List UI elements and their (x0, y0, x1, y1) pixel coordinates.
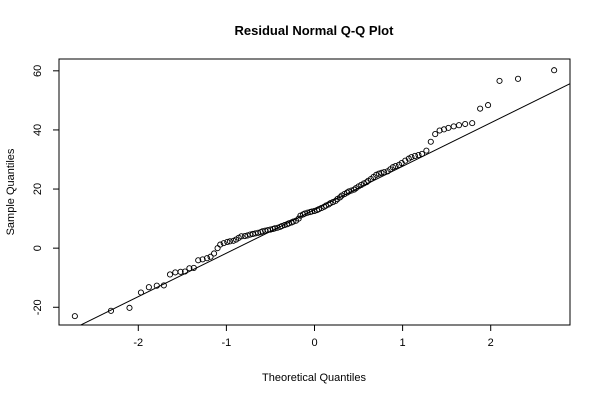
qq-data-point (166, 271, 174, 278)
x-tick-label: 0 (311, 337, 317, 349)
y-axis-label: Sample Quantiles (5, 148, 17, 235)
qq-data-point (378, 169, 385, 176)
qq-data-point (332, 197, 339, 204)
qq-data-point (244, 232, 251, 239)
y-tick-label: 0 (32, 245, 44, 251)
qq-data-point (160, 282, 167, 289)
qq-data-point (418, 150, 426, 157)
qq-data-point (107, 307, 115, 314)
qq-data-point (203, 255, 211, 262)
plot-frame (58, 58, 571, 326)
qq-data-point (375, 170, 382, 177)
qq-data-point (345, 188, 352, 195)
qq-data-point (190, 264, 197, 272)
qq-data-point (211, 250, 218, 257)
qq-data-point (226, 238, 233, 245)
qq-data-point (436, 127, 443, 134)
qq-data-point (485, 102, 492, 109)
x-tick-label: 2 (488, 337, 494, 349)
qq-data-point (450, 123, 457, 130)
qq-data-point (477, 105, 484, 112)
x-tick-label: -2 (133, 337, 143, 349)
qq-data-point (455, 122, 463, 129)
x-axis-label: Theoretical Quantiles (262, 372, 366, 384)
qq-data-point (224, 238, 231, 245)
qq-data-point (290, 218, 297, 225)
qq-data-point (363, 179, 370, 186)
qq-data-point (271, 225, 278, 232)
qq-data-point (181, 268, 189, 275)
qq-data-point (71, 313, 78, 320)
qq-data-point (415, 152, 422, 159)
y-tick-label: 40 (32, 124, 44, 136)
qq-data-point (195, 257, 202, 264)
qq-data-point (153, 282, 160, 289)
qq-data-point (199, 256, 206, 263)
qq-data-point (427, 138, 434, 145)
qq-data-point (207, 253, 214, 260)
y-tick-label: -20 (32, 299, 44, 315)
qq-data-point (445, 124, 452, 131)
qq-data-point (145, 284, 152, 291)
qq-data-point (220, 240, 227, 247)
qq-data-point (469, 120, 476, 127)
qq-data-point (267, 226, 274, 233)
qq-data-point (217, 241, 224, 248)
qq-data-point (496, 77, 503, 84)
x-tick-label: 1 (400, 337, 406, 349)
qq-data-point (514, 75, 522, 82)
qq-data-point (186, 265, 193, 272)
qq-data-point (172, 269, 179, 276)
qq-data-point (295, 215, 302, 222)
qq-data-point (408, 154, 415, 161)
qq-data-point (137, 289, 144, 296)
qq-data-point (351, 186, 358, 193)
qq-data-point (177, 268, 184, 275)
qq-data-point (238, 233, 245, 240)
x-tick-label: -1 (222, 337, 232, 349)
qq-data-point (308, 208, 315, 215)
qq-data-point (301, 210, 308, 217)
qq-data-point (432, 131, 439, 138)
qq-data-point (126, 304, 133, 311)
chart-title: Residual Normal Q-Q Plot (235, 23, 395, 38)
qq-data-point (411, 152, 418, 159)
axes-layer: -2 -1 0 1 2 -20 0 20 40 60 (32, 65, 494, 349)
qq-data-point (381, 169, 388, 176)
qq-data-point (336, 194, 344, 201)
qq-data-point (241, 232, 248, 240)
qq-data-point (551, 67, 558, 74)
plot-layer (71, 67, 570, 325)
qq-data-point (214, 245, 221, 252)
y-tick-label: 60 (32, 65, 44, 77)
qq-data-point (462, 120, 469, 128)
qq-data-point (278, 222, 285, 230)
y-tick-label: 20 (32, 183, 44, 195)
qq-data-point (423, 147, 430, 154)
qq-data-point (304, 209, 311, 216)
qq-data-point (392, 162, 399, 170)
